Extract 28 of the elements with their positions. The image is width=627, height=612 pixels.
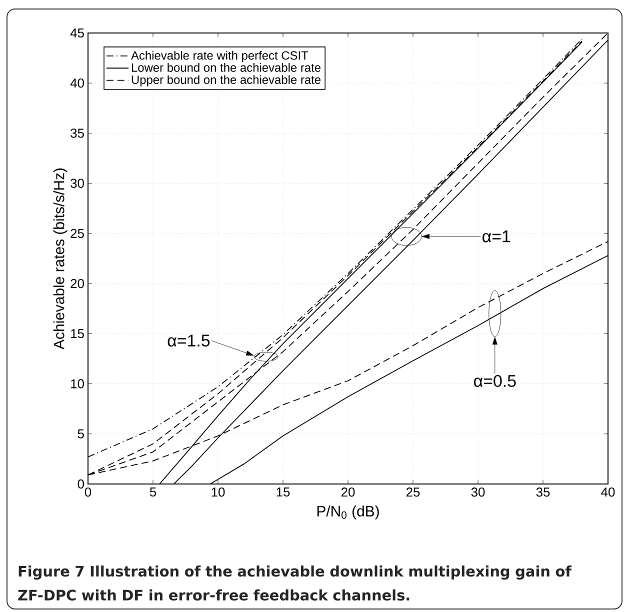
x-tick-label: 5 <box>150 488 156 497</box>
x-tick-label: 0 <box>84 488 92 497</box>
y-tick-label: 10 <box>71 379 84 388</box>
y-tick-label: 45 <box>70 28 84 38</box>
legend-label: Achievable rate with perfect CSIT <box>131 50 308 62</box>
legend-label: Lower bound on the achievable rate <box>132 63 321 72</box>
x-axis-title: P/N$_{0}$ (dB) <box>317 506 379 520</box>
y-tick-label: 5 <box>78 429 84 438</box>
annotation: α=1.5 <box>168 334 210 347</box>
x-tick-label: 20 <box>341 488 355 497</box>
y-axis-title: Achievable rates (bits/s/Hz) <box>53 168 68 350</box>
x-tick-label: 25 <box>406 488 420 497</box>
x-tick-label: 15 <box>276 488 290 497</box>
legend-label: Upper bound on the achievable rate <box>132 75 321 86</box>
annotation: α=0.5 <box>474 374 516 387</box>
caption: Figure 7 Illustration of the achievable downlink multiplexing gain of ZF-DPC with DF in error-free feedback channels. <box>18 565 572 601</box>
y-tick-label: 35 <box>70 128 84 138</box>
x-tick-label: 40 <box>601 488 615 497</box>
y-tick-label: 30 <box>70 178 84 188</box>
annotation: α=1 <box>482 230 510 242</box>
y-tick-label: 40 <box>70 78 84 88</box>
y-tick-label: 20 <box>70 278 84 288</box>
y-tick-label: 15 <box>71 329 84 338</box>
y-tick-label: 25 <box>70 228 84 238</box>
x-tick-label: 35 <box>536 488 550 497</box>
y-tick-label: 0 <box>78 479 84 489</box>
x-tick-label: 30 <box>471 488 485 497</box>
x-tick-label: 10 <box>212 488 225 497</box>
